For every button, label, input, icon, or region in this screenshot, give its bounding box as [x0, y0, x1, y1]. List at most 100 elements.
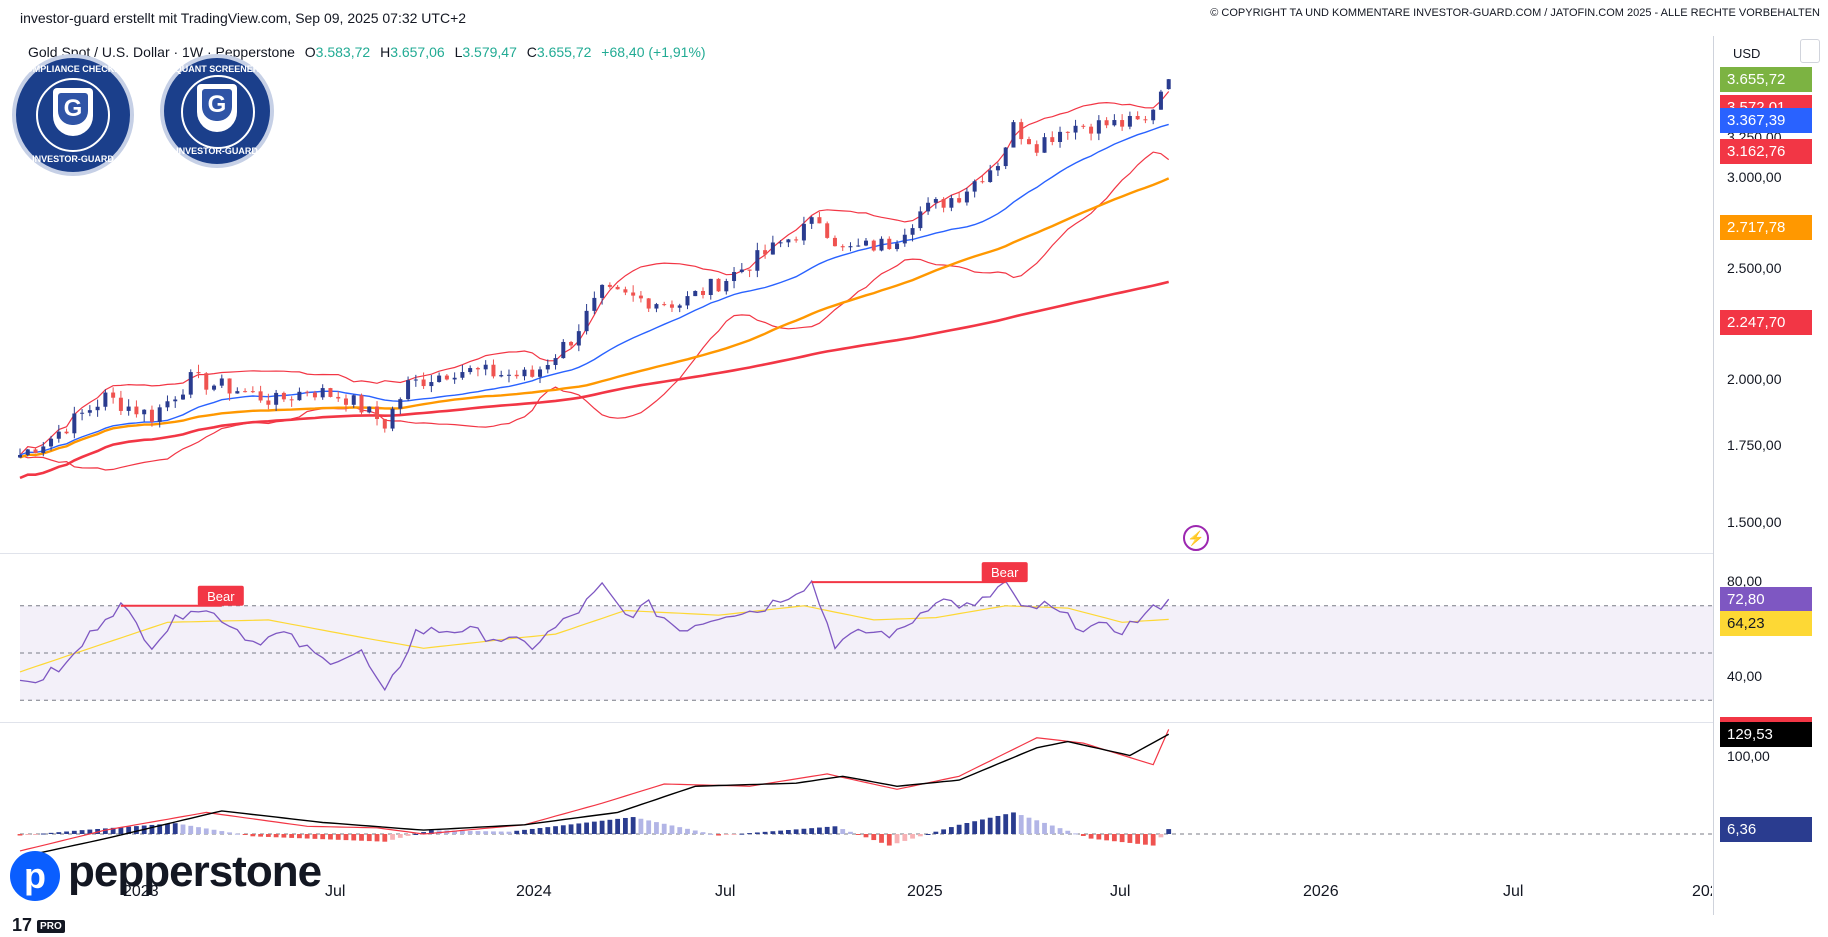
pane-divider-rsi[interactable]	[0, 553, 1713, 554]
macd-value-label[interactable]: 6,36	[1720, 817, 1812, 843]
macd-histogram-bar	[421, 832, 426, 834]
macd-histogram-bar	[840, 829, 846, 834]
candle-body	[732, 272, 737, 282]
candle-body	[530, 369, 535, 377]
macd-histogram-bar	[661, 823, 667, 834]
macd-histogram-bar	[770, 831, 776, 834]
candle-body	[654, 304, 659, 309]
macd-histogram-bar	[654, 822, 659, 834]
price-marker-label[interactable]: 3.655,72	[1720, 67, 1812, 93]
macd-histogram-bar	[848, 831, 853, 834]
candle-body	[235, 391, 240, 394]
macd-histogram-bar	[460, 830, 465, 834]
currency-unit[interactable]: USD	[1733, 46, 1761, 61]
candle-body	[832, 237, 837, 247]
macd-line	[19, 733, 1170, 858]
candle-body	[111, 392, 116, 398]
macd-histogram-bar	[902, 834, 908, 841]
axis-settings-button[interactable]	[1800, 39, 1820, 63]
macd-histogram-bar	[941, 829, 947, 834]
pane-divider-macd[interactable]	[0, 722, 1713, 723]
candle-body	[33, 449, 38, 453]
candle-body	[786, 239, 791, 243]
candle-body	[1127, 115, 1132, 127]
candle-body	[615, 286, 620, 290]
candle-body	[840, 246, 845, 248]
candle-body	[219, 378, 224, 386]
candle-body	[1034, 144, 1039, 153]
shield-icon: G	[53, 88, 93, 136]
open-value: 3.583,72	[315, 44, 371, 60]
candle-body	[180, 394, 185, 400]
candle-body	[1096, 120, 1101, 134]
macd-histogram-bar	[685, 828, 690, 834]
bear-label: Bear	[991, 565, 1019, 580]
candle-body	[677, 305, 682, 308]
macd-histogram-bar	[537, 828, 543, 834]
macd-histogram-bar	[871, 834, 877, 841]
bollinger-upper-line	[19, 91, 1170, 456]
macd-histogram-bar	[925, 834, 931, 835]
bear-label-box	[981, 562, 1028, 583]
price-tick-label: 2.500,00	[1727, 259, 1782, 276]
candle-body	[1042, 137, 1047, 153]
candle-body	[359, 395, 364, 413]
macd-histogram-bar	[855, 834, 861, 835]
symbol-legend[interactable]: Gold Spot / U.S. Dollar · 1W · Peppersto…	[28, 44, 706, 60]
price-marker-label[interactable]: 2.717,78	[1720, 214, 1812, 240]
macd-histogram-bar	[948, 827, 954, 834]
macd-histogram-bar	[762, 831, 768, 834]
macd-histogram-bar	[669, 825, 675, 834]
macd-histogram-bar	[1135, 834, 1141, 844]
macd-histogram-bar	[1111, 834, 1117, 842]
macd-histogram-bar	[351, 834, 357, 841]
candle-body	[305, 391, 310, 393]
macd-histogram-bar	[560, 825, 566, 834]
macd-histogram-bar	[452, 830, 458, 834]
macd-value-label[interactable]: 129,53	[1720, 722, 1812, 748]
macd-histogram-bar	[413, 834, 419, 835]
candle-body	[763, 250, 768, 255]
macd-histogram-bar	[708, 833, 714, 835]
macd-histogram-bar	[747, 833, 752, 835]
candle-body	[80, 412, 85, 414]
candle-body	[173, 399, 178, 402]
rsi-value-label[interactable]: 72,80	[1720, 587, 1812, 613]
sma50-line	[19, 177, 1170, 459]
macd-histogram-bar	[879, 834, 884, 843]
candle-body	[1089, 126, 1094, 134]
candle-body	[1081, 125, 1086, 127]
rsi-tick-label: 80,00	[1727, 573, 1763, 590]
price-tick-label: 3.000,00	[1727, 168, 1782, 185]
macd-histogram-bar	[1158, 834, 1164, 838]
macd-histogram-bar	[995, 815, 1001, 834]
candle-body	[918, 211, 923, 229]
candle-body	[312, 392, 317, 398]
candle-body	[281, 392, 286, 400]
macd-histogram-bar	[1150, 834, 1156, 846]
rsi-ma-value-label[interactable]: 64,23	[1720, 611, 1812, 637]
macd-histogram-bar	[545, 827, 551, 834]
macd-histogram-bar	[297, 834, 302, 839]
candle-body	[328, 388, 333, 397]
macd-histogram-bar	[832, 826, 838, 834]
macd-histogram-bar	[522, 829, 527, 834]
macd-histogram-bar	[591, 821, 597, 834]
macd-histogram-bar	[700, 832, 706, 834]
macd-histogram-bar	[677, 827, 683, 834]
price-marker-label[interactable]: 3.367,39	[1720, 108, 1812, 134]
macd-histogram-bar	[1042, 822, 1047, 834]
macd-histogram-bar	[483, 831, 489, 834]
badge-top-text: COMPLIANCE CHECKED	[19, 64, 127, 74]
macd-histogram-bar	[196, 827, 201, 834]
candle-body	[933, 199, 938, 203]
macd-tick-label: 100,00	[1727, 748, 1770, 764]
price-marker-label[interactable]: 3.162,76	[1720, 139, 1812, 165]
candle-body	[1112, 120, 1117, 126]
macd-histogram-bar	[1104, 834, 1110, 841]
candle-body	[739, 269, 744, 273]
price-marker-label[interactable]: 2.247,70	[1720, 309, 1812, 335]
lightning-icon[interactable]: ⚡	[1183, 525, 1209, 551]
candle-body	[522, 369, 527, 377]
